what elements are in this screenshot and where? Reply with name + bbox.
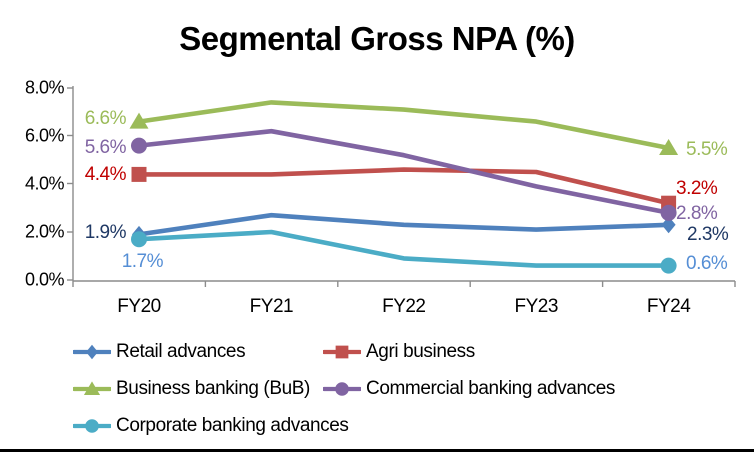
series-marker-first-corporate-banking-advances [131,231,147,248]
data-label-last-agri-business: 3.2% [676,178,718,199]
data-label-first-business-banking-bub: 6.6% [84,108,127,129]
legend-marker-business-banking-bub [83,381,101,395]
legend-marker-circle-icon [323,382,361,396]
legend-marker-agri-business [335,345,349,359]
y-axis-tick-label: 4.0% [24,173,65,193]
x-axis-category-label: FY20 [117,296,161,317]
legend-label: Agri business [366,341,475,362]
legend-item-retail-advances[interactable]: Retail advances [73,341,246,363]
legend-marker-corporate-banking-advances [85,419,99,433]
series-line-business-banking-bub [136,100,671,151]
series-marker-last-corporate-banking-advances [660,257,677,274]
y-axis-tick-label: 6.0% [24,125,65,145]
series-line-retail-advances [136,212,671,237]
legend-item-commercial-banking-advances[interactable]: Commercial banking advances [323,378,615,400]
legend-marker-diamond-icon [73,344,111,360]
axes [67,86,736,287]
chart-title: Segmental Gross NPA (%) [179,20,575,57]
y-axis-tick-label: 0.0% [24,269,65,290]
legend-marker-retail-advances [86,344,98,360]
legend-label: Business banking (BuB) [116,378,310,399]
series-marker-last-business-banking-bub [659,139,679,155]
legend-marker-square-icon [323,345,361,359]
data-label-last-retail-advances: 2.3% [687,224,729,245]
legend-marker-commercial-banking-advances [335,382,349,396]
legend-marker-triangle-icon [73,381,111,395]
x-axis-category-label: FY23 [514,296,558,317]
series-line-commercial-banking-advances [136,128,671,216]
y-axis-tick-label: 8.0% [24,77,65,98]
series-marker-last-retail-advances [661,216,676,234]
data-label-first-retail-advances: 1.9% [84,222,127,243]
legend-item-business-banking-bub[interactable]: Business banking (BuB) [73,378,310,400]
x-axis-category-label: FY21 [249,296,294,317]
legend-marker-circle-icon [73,419,111,433]
series-marker-first-commercial-banking-advances [131,137,147,154]
x-axis-category-label: FY22 [382,296,426,317]
series-line-corporate-banking-advances [136,229,671,268]
series-marker-first-business-banking-bub [129,112,149,129]
y-axis-tick-label: 2.0% [24,221,65,242]
series-line-agri-business [136,167,671,206]
data-label-first-commercial-banking-advances: 5.6% [84,137,127,158]
data-label-first-corporate-banking-advances: 1.7% [121,251,164,272]
series-marker-last-commercial-banking-advances [660,204,677,221]
legend-item-corporate-banking-advances[interactable]: Corporate banking advances [73,415,349,437]
data-label-last-business-banking-bub: 5.5% [686,139,728,160]
series-marker-first-agri-business [131,166,147,182]
legend-label: Retail advances [116,341,246,362]
data-label-last-corporate-banking-advances: 0.6% [686,253,728,274]
data-label-first-agri-business: 4.4% [84,164,127,185]
legend-label: Commercial banking advances [366,378,615,399]
legend-item-agri-business[interactable]: Agri business [323,341,475,363]
data-label-last-commercial-banking-advances: 2.8% [676,203,718,224]
bottom-border-line [0,449,754,452]
x-axis-category-label: FY24 [646,296,691,317]
legend-label: Corporate banking advances [116,415,349,436]
